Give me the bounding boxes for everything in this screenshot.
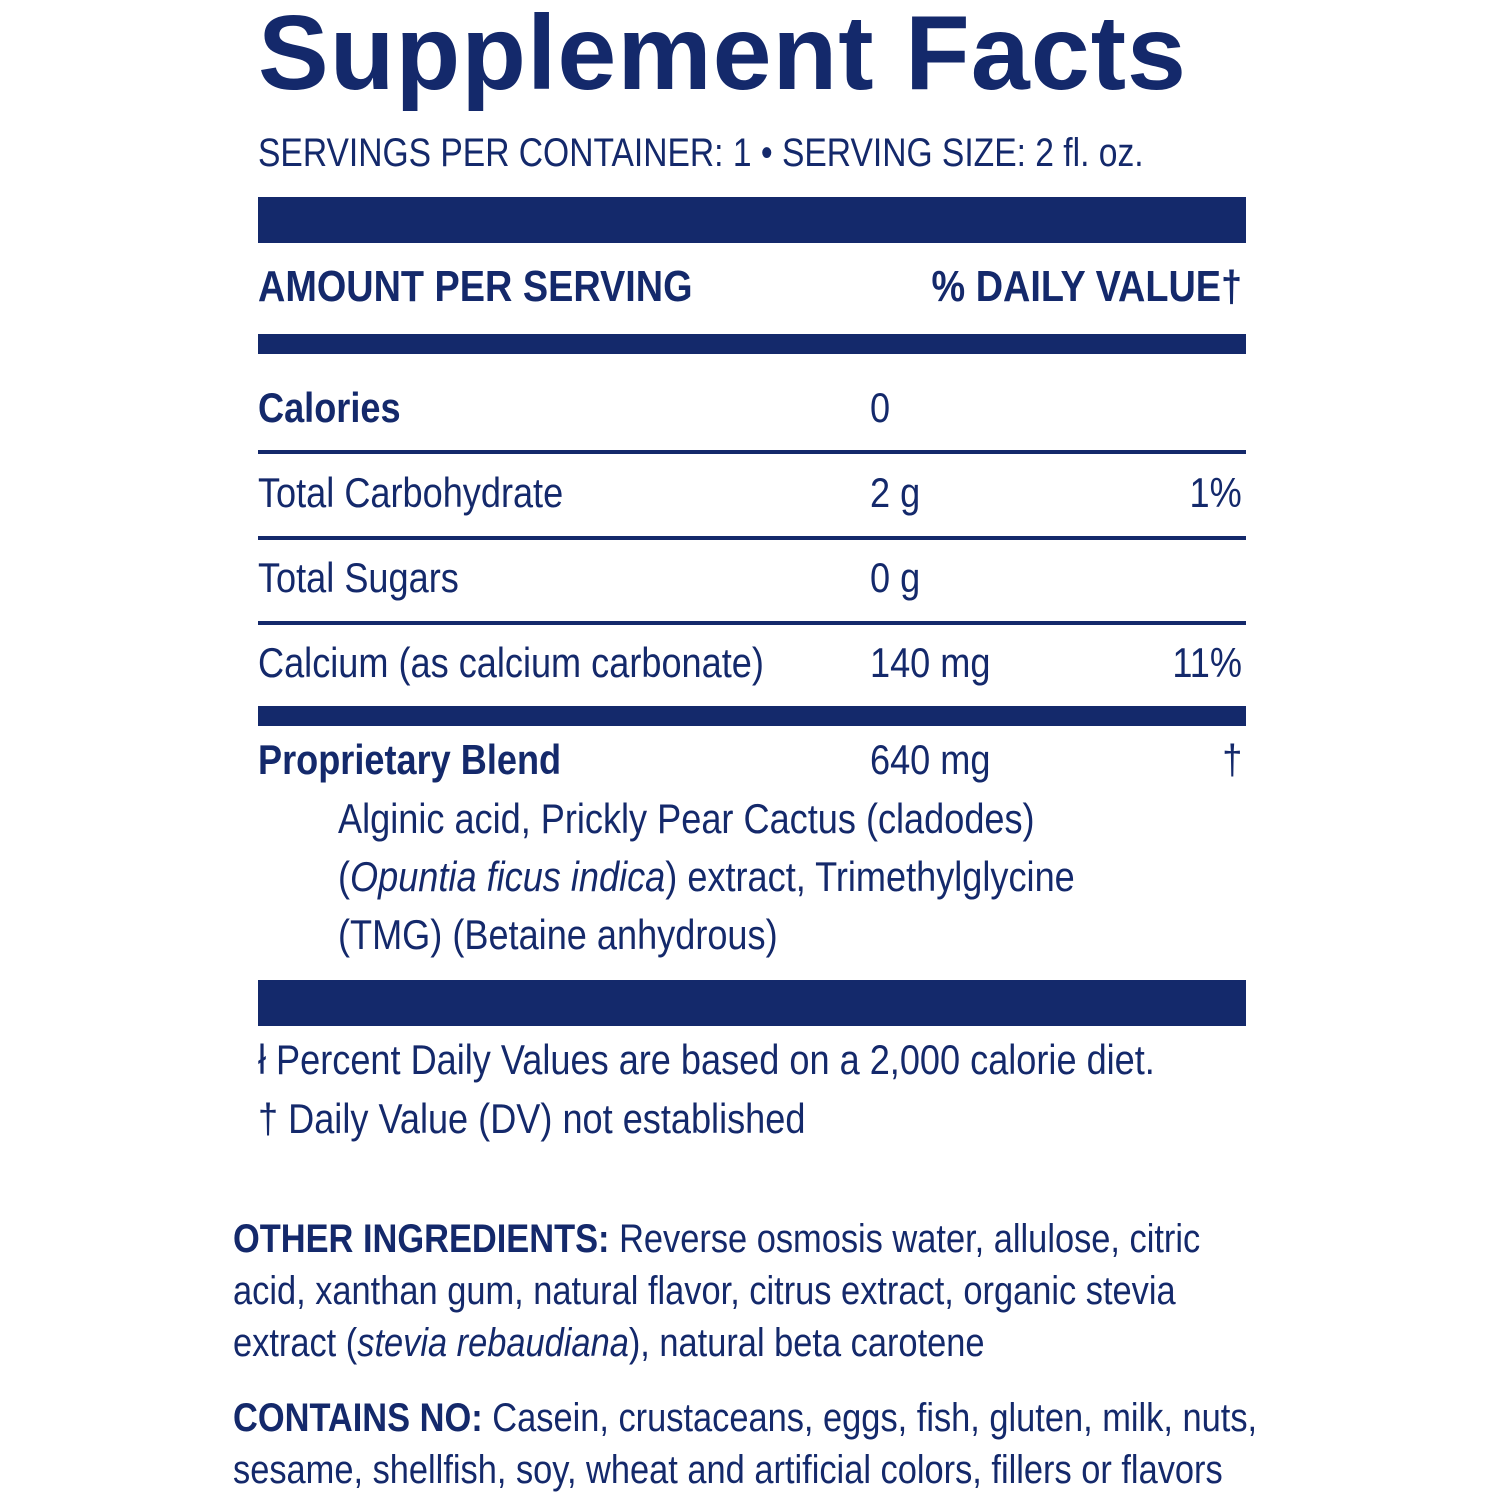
amount-per-serving-label: AMOUNT PER SERVING (258, 262, 693, 311)
botanical-name: Opuntia ficus indica (350, 853, 666, 900)
contains-no: CONTAINS NO: Casein, crustaceans, eggs, … (233, 1392, 1293, 1496)
blend-ingredients: Alginic acid, Prickly Pear Cactus (clado… (338, 790, 1238, 964)
footnote-daily-values: ł Percent Daily Values are based on a 2,… (258, 1036, 1155, 1083)
contains-no-line: sesame, shellfish, soy, wheat and artifi… (233, 1448, 1223, 1492)
row-divider (258, 621, 1246, 625)
blend-amount: 640 mg (870, 736, 991, 783)
other-ingredients-line: OTHER INGREDIENTS: Reverse osmosis water… (233, 1217, 1201, 1261)
blend-row: Proprietary Blend 640 mg † (258, 732, 1246, 788)
contains-no-label: CONTAINS NO: (233, 1396, 483, 1440)
nutrient-amount: 0 (870, 384, 891, 431)
botanical-name: stevia rebaudiana (357, 1321, 629, 1365)
thick-divider (258, 197, 1246, 243)
blend-ingredients-line: (Opuntia ficus indica) extract, Trimethy… (338, 853, 1075, 900)
other-ingredients-line: extract (stevia rebaudiana), natural bet… (233, 1321, 985, 1365)
blend-ingredients-line: Alginic acid, Prickly Pear Cactus (clado… (338, 795, 1035, 842)
nutrient-name: Total Sugars (258, 554, 459, 601)
servings-line: SERVINGS PER CONTAINER: 1 • SERVING SIZE… (258, 131, 1144, 175)
panel-title: Supplement Facts (258, 0, 1187, 112)
blend-daily-value: † (1221, 736, 1242, 783)
other-ingredients-label: OTHER INGREDIENTS: (233, 1217, 610, 1261)
nutrient-name: Calcium (as calcium carbonate) (258, 639, 764, 686)
nutrient-name: Calories (258, 384, 401, 431)
nutrient-name: Total Carbohydrate (258, 469, 564, 516)
footnote-dv-not-established: † Daily Value (DV) not established (258, 1095, 806, 1142)
medium-divider (258, 334, 1246, 354)
nutrient-amount: 0 g (870, 554, 921, 601)
contains-no-line: CONTAINS NO: Casein, crustaceans, eggs, … (233, 1396, 1258, 1440)
nutrient-amount: 140 mg (870, 639, 991, 686)
blend-ingredients-line: (TMG) (Betaine anhydrous) (338, 911, 778, 958)
nutrient-row: Total Sugars 0 g (258, 550, 1246, 606)
row-divider (258, 536, 1246, 540)
nutrient-row: Total Carbohydrate 2 g 1% (258, 465, 1246, 521)
row-divider (258, 450, 1246, 454)
thick-divider (258, 980, 1246, 1026)
other-ingredients-line: acid, xanthan gum, natural flavor, citru… (233, 1269, 1176, 1313)
other-ingredients: OTHER INGREDIENTS: Reverse osmosis water… (233, 1213, 1293, 1369)
medium-divider (258, 706, 1246, 726)
nutrient-row: Calories 0 (258, 380, 1246, 436)
blend-name: Proprietary Blend (258, 736, 562, 783)
nutrient-daily-value: 11% (1172, 639, 1242, 686)
daily-value-label: % DAILY VALUE† (931, 262, 1242, 311)
nutrient-daily-value: 1% (1189, 469, 1242, 516)
nutrient-row: Calcium (as calcium carbonate) 140 mg 11… (258, 635, 1246, 691)
nutrient-amount: 2 g (870, 469, 921, 516)
column-header-row: AMOUNT PER SERVING % DAILY VALUE† (258, 259, 1246, 315)
